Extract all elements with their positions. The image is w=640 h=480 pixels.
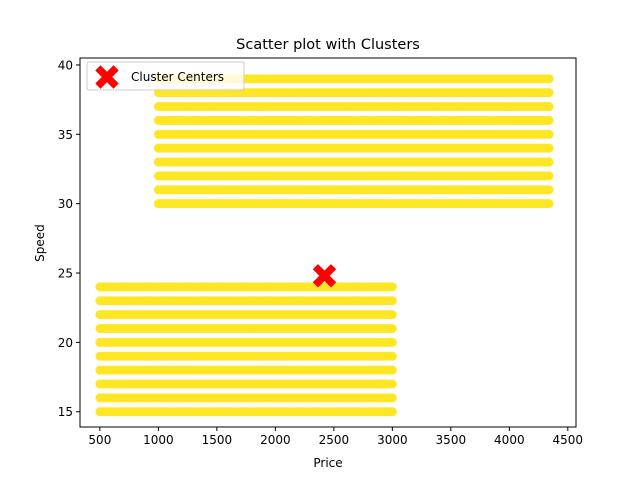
data-point — [387, 393, 397, 403]
x-tick-label: 2500 — [319, 433, 350, 447]
data-point — [544, 129, 554, 139]
y-tick-label: 30 — [58, 197, 73, 211]
data-point — [544, 171, 554, 181]
x-axis-label: Price — [313, 456, 342, 470]
data-point — [387, 296, 397, 306]
x-tick-label: 1000 — [143, 433, 174, 447]
cluster-center-marker — [312, 264, 337, 288]
y-tick-label: 20 — [58, 336, 73, 350]
y-tick-label: 40 — [58, 58, 73, 72]
data-point — [544, 185, 554, 195]
legend-label: Cluster Centers — [131, 70, 224, 84]
data-point — [387, 351, 397, 361]
x-tick-label: 3000 — [377, 433, 408, 447]
legend-box — [86, 61, 245, 91]
data-point — [387, 310, 397, 320]
x-tick-label: 2000 — [260, 433, 291, 447]
x-axis: 500 1000 1500 2000 2500 3000 3500 4000 4500 — [88, 427, 583, 447]
x-tick-label: 3500 — [436, 433, 467, 447]
x-tick-label: 1500 — [202, 433, 233, 447]
x-tick-label: 4500 — [553, 433, 584, 447]
legend: Cluster Centers — [86, 61, 245, 91]
data-point — [387, 407, 397, 417]
data-point — [387, 365, 397, 375]
points-layer — [95, 74, 554, 417]
data-point — [544, 157, 554, 167]
x-tick-label: 4000 — [494, 433, 525, 447]
x-tick-label: 500 — [88, 433, 111, 447]
data-point — [387, 324, 397, 334]
centers-layer — [312, 264, 337, 288]
data-point — [544, 88, 554, 98]
y-tick-label: 35 — [58, 128, 73, 142]
plot-frame — [79, 57, 577, 428]
legend-marker-icon — [95, 65, 119, 89]
data-point — [387, 337, 397, 347]
data-point — [544, 143, 554, 153]
data-point — [544, 74, 554, 84]
data-point — [387, 379, 397, 389]
y-axis-label: Speed — [33, 224, 47, 262]
data-point — [544, 115, 554, 125]
data-point — [387, 282, 397, 292]
y-axis: 15 20 25 30 35 40 — [58, 58, 80, 419]
data-point — [544, 102, 554, 112]
legend-x-icon — [95, 65, 119, 89]
data-point — [544, 199, 554, 209]
chart-title: Scatter plot with Clusters — [236, 37, 420, 53]
y-tick-label: 25 — [58, 267, 73, 281]
y-tick-label: 15 — [58, 405, 73, 419]
